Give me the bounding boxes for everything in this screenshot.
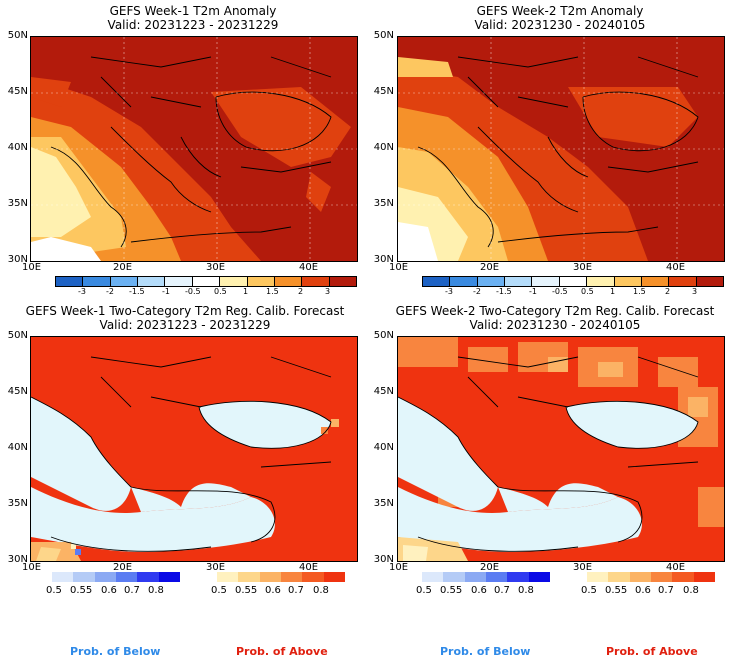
above-tick: 0.5 xyxy=(581,585,597,596)
below-probability-colorbar xyxy=(52,572,180,582)
lat-label: 40N xyxy=(7,442,28,453)
below-tick: 0.55 xyxy=(70,585,93,596)
prob-below-label: Prob. of Below xyxy=(70,645,161,658)
lat-label: 30N xyxy=(7,554,28,565)
prob-above-label: Prob. of Above xyxy=(236,645,328,658)
panel1-title: GEFS Week-1 T2m Anomaly Valid: 20231223 -… xyxy=(107,4,279,32)
lat-label: 50N xyxy=(373,30,394,41)
lon-label: 40E xyxy=(299,262,319,273)
lat-label: 30N xyxy=(373,554,394,565)
below-tick: 0.7 xyxy=(124,585,140,596)
colorbar-tick: 3 xyxy=(692,287,698,296)
below-probability-colorbar xyxy=(422,572,550,582)
lon-label: 40E xyxy=(666,562,686,573)
colorbar-tick: -1 xyxy=(529,287,537,296)
colorbar-tick: 1 xyxy=(610,287,616,296)
lon-label: 10E xyxy=(22,562,42,573)
lat-label: 50N xyxy=(373,330,394,341)
lat-label: 35N xyxy=(7,198,28,209)
lon-label: 40E xyxy=(666,262,686,273)
lat-label: 35N xyxy=(373,198,394,209)
lat-label: 35N xyxy=(373,498,394,509)
below-tick: 0.7 xyxy=(494,585,510,596)
colorbar-tick: 3 xyxy=(325,287,331,296)
lat-label: 30N xyxy=(7,254,28,265)
above-tick: 0.7 xyxy=(658,585,674,596)
colorbar-tick: -1.5 xyxy=(496,287,512,296)
map-week1-probability xyxy=(30,336,358,562)
colorbar-tick: 2 xyxy=(665,287,671,296)
lat-label: 45N xyxy=(373,86,394,97)
colorbar-tick: -2 xyxy=(106,287,114,296)
lat-label: 40N xyxy=(373,142,394,153)
below-tick: 0.8 xyxy=(518,585,534,596)
lat-label: 30N xyxy=(373,254,394,265)
lat-label: 40N xyxy=(7,142,28,153)
lon-label: 30E xyxy=(573,262,593,273)
panel2-title: GEFS Week-2 T2m Anomaly Valid: 20231230 -… xyxy=(474,4,646,32)
map-week1-anomaly xyxy=(30,36,358,262)
map-week2-probability xyxy=(397,336,725,562)
below-tick: 0.5 xyxy=(416,585,432,596)
above-probability-colorbar xyxy=(587,572,715,582)
colorbar-tick: 1 xyxy=(243,287,249,296)
lon-label: 20E xyxy=(113,262,133,273)
lon-label: 20E xyxy=(480,562,500,573)
map-week2-anomaly xyxy=(397,36,725,262)
above-tick: 0.6 xyxy=(635,585,651,596)
lon-label: 30E xyxy=(573,562,593,573)
above-tick: 0.5 xyxy=(211,585,227,596)
lat-label: 50N xyxy=(7,30,28,41)
below-tick: 0.5 xyxy=(46,585,62,596)
colorbar-tick: -3 xyxy=(78,287,86,296)
colorbar-tick: 1.5 xyxy=(633,287,646,296)
above-tick: 0.7 xyxy=(288,585,304,596)
colorbar-tick: -1.5 xyxy=(129,287,145,296)
lat-label: 50N xyxy=(7,330,28,341)
lat-label: 45N xyxy=(7,86,28,97)
lon-label: 30E xyxy=(206,562,226,573)
above-tick: 0.55 xyxy=(235,585,258,596)
lat-label: 45N xyxy=(7,386,28,397)
lon-label: 40E xyxy=(299,562,319,573)
prob-above-label: Prob. of Above xyxy=(606,645,698,658)
anomaly-colorbar xyxy=(422,276,724,287)
lon-label: 10E xyxy=(389,262,409,273)
colorbar-tick: 2 xyxy=(298,287,304,296)
above-tick: 0.8 xyxy=(313,585,329,596)
above-tick: 0.55 xyxy=(605,585,628,596)
below-tick: 0.8 xyxy=(148,585,164,596)
anomaly-colorbar xyxy=(55,276,357,287)
lon-label: 10E xyxy=(389,562,409,573)
prob-below-label: Prob. of Below xyxy=(440,645,531,658)
above-tick: 0.8 xyxy=(683,585,699,596)
panel3-title: GEFS Week-1 Two-Category T2m Reg. Calib.… xyxy=(25,304,345,332)
colorbar-tick: 1.5 xyxy=(266,287,279,296)
lat-label: 40N xyxy=(373,442,394,453)
colorbar-tick: -0.5 xyxy=(552,287,568,296)
above-probability-colorbar xyxy=(217,572,345,582)
below-tick: 0.6 xyxy=(101,585,117,596)
colorbar-tick: -1 xyxy=(162,287,170,296)
lon-label: 20E xyxy=(480,262,500,273)
above-tick: 0.6 xyxy=(265,585,281,596)
colorbar-tick: 0.5 xyxy=(214,287,227,296)
panel4-title: GEFS Week-2 Two-Category T2m Reg. Calib.… xyxy=(395,304,715,332)
lon-label: 30E xyxy=(206,262,226,273)
lon-label: 20E xyxy=(113,562,133,573)
lat-label: 45N xyxy=(373,386,394,397)
colorbar-tick: -2 xyxy=(473,287,481,296)
lat-label: 35N xyxy=(7,498,28,509)
lon-label: 10E xyxy=(22,262,42,273)
below-tick: 0.6 xyxy=(471,585,487,596)
colorbar-tick: -0.5 xyxy=(185,287,201,296)
below-tick: 0.55 xyxy=(440,585,463,596)
colorbar-tick: -3 xyxy=(445,287,453,296)
colorbar-tick: 0.5 xyxy=(581,287,594,296)
